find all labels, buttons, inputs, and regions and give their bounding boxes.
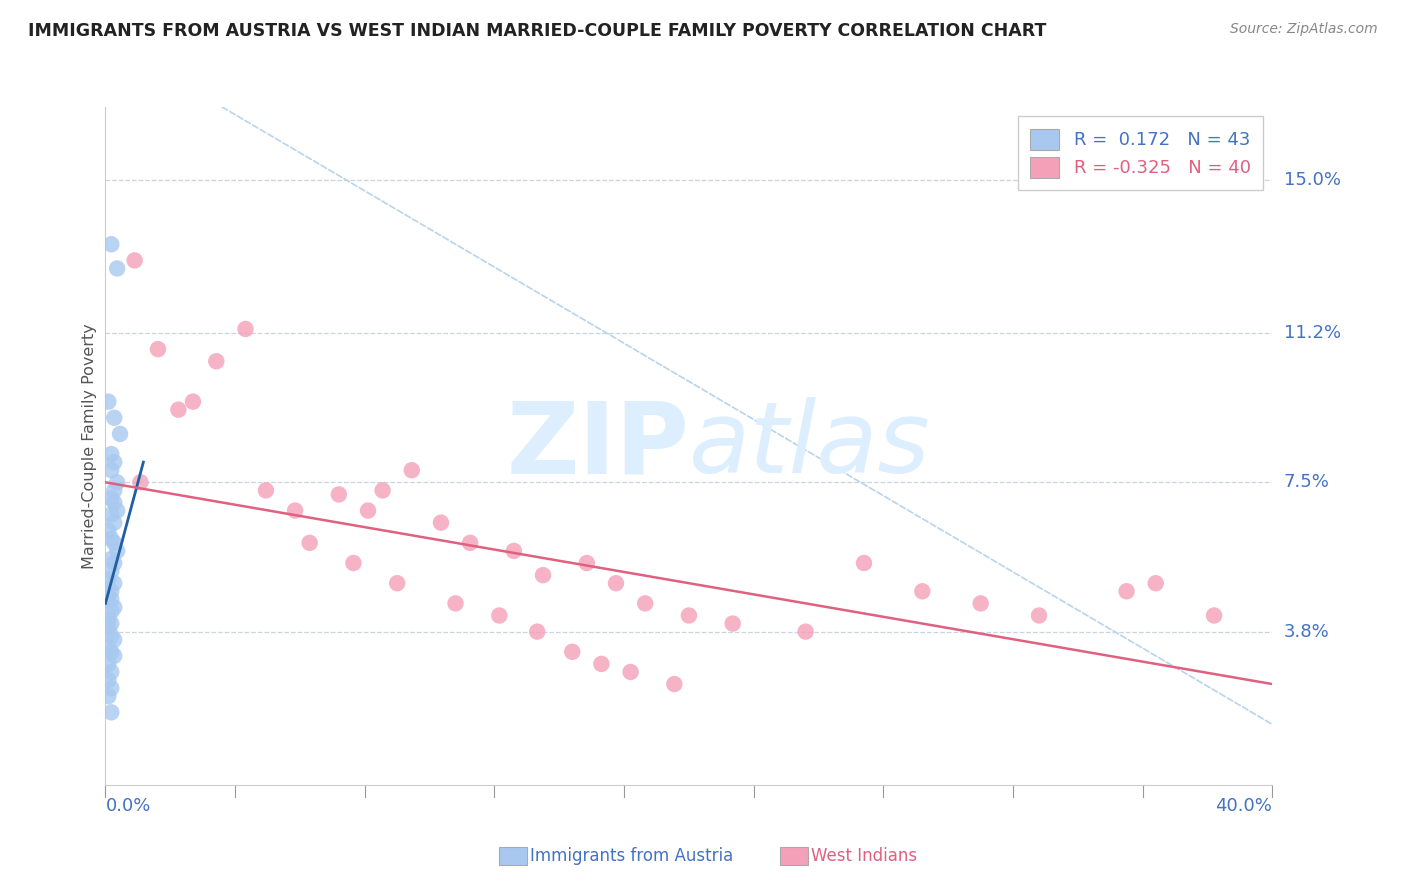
Point [100, 706, 122, 720]
Point [167, 402, 190, 417]
Point [205, 354, 228, 368]
Point [664, 677, 686, 691]
Point [103, 632, 125, 647]
Point [105, 503, 128, 517]
Point [100, 552, 122, 566]
Point [458, 536, 481, 550]
Point [328, 487, 350, 501]
Text: 7.5%: 7.5% [1284, 474, 1330, 491]
Point [100, 592, 122, 607]
Text: IMMIGRANTS FROM AUSTRIA VS WEST INDIAN MARRIED-COUPLE FAMILY POVERTY CORRELATION: IMMIGRANTS FROM AUSTRIA VS WEST INDIAN M… [28, 22, 1046, 40]
Point [619, 665, 641, 679]
Point [97, 613, 120, 627]
Text: 40.0%: 40.0% [1216, 797, 1272, 815]
Point [284, 503, 307, 517]
Point [97, 588, 120, 602]
Legend: R =  0.172   N = 43, R = -0.325   N = 40: R = 0.172 N = 43, R = -0.325 N = 40 [1018, 116, 1264, 190]
Point [97, 572, 120, 586]
Point [969, 596, 991, 610]
Point [100, 532, 122, 546]
Point [105, 475, 128, 490]
Point [721, 616, 744, 631]
Point [1115, 584, 1137, 599]
Point [103, 648, 125, 663]
Point [100, 237, 122, 252]
Point [605, 576, 627, 591]
Text: Source: ZipAtlas.com: Source: ZipAtlas.com [1230, 22, 1378, 37]
Point [100, 447, 122, 461]
Point [526, 624, 548, 639]
Point [401, 463, 423, 477]
Point [911, 584, 934, 599]
Point [103, 495, 125, 509]
Point [430, 516, 453, 530]
Y-axis label: Married-Couple Family Poverty: Married-Couple Family Poverty [82, 323, 97, 569]
Point [103, 483, 125, 498]
Point [794, 624, 817, 639]
Point [235, 322, 257, 336]
Point [97, 524, 120, 538]
Point [181, 394, 204, 409]
Point [124, 253, 146, 268]
Point [1144, 576, 1167, 591]
Point [103, 556, 125, 570]
Point [100, 629, 122, 643]
Point [97, 640, 120, 655]
Point [591, 657, 613, 671]
Point [97, 621, 120, 635]
Point [103, 455, 125, 469]
Point [1202, 608, 1225, 623]
Point [371, 483, 394, 498]
Point [103, 516, 125, 530]
Point [1028, 608, 1050, 623]
Point [100, 491, 122, 506]
Point [100, 564, 122, 578]
Text: 3.8%: 3.8% [1284, 623, 1329, 640]
Point [531, 568, 554, 582]
Point [105, 544, 128, 558]
Point [488, 608, 510, 623]
Point [97, 394, 120, 409]
Point [852, 556, 875, 570]
Point [100, 645, 122, 659]
Point [385, 576, 408, 591]
Text: ZIP: ZIP [506, 398, 689, 494]
Point [129, 475, 152, 490]
Text: 0.0%: 0.0% [105, 797, 150, 815]
Point [561, 645, 583, 659]
Point [100, 604, 122, 618]
Point [100, 616, 122, 631]
Point [444, 596, 467, 610]
Point [97, 657, 120, 671]
Point [357, 503, 380, 517]
Point [105, 261, 128, 276]
Point [634, 596, 657, 610]
Point [298, 536, 321, 550]
Point [342, 556, 364, 570]
Point [100, 681, 122, 695]
Point [103, 536, 125, 550]
Point [100, 508, 122, 522]
Point [97, 673, 120, 687]
Point [100, 584, 122, 599]
Text: 11.2%: 11.2% [1284, 324, 1341, 342]
Point [678, 608, 700, 623]
Point [146, 342, 169, 356]
Point [103, 576, 125, 591]
Text: Immigrants from Austria: Immigrants from Austria [530, 847, 734, 865]
Point [254, 483, 277, 498]
Point [100, 463, 122, 477]
Point [575, 556, 598, 570]
Point [97, 689, 120, 703]
Text: 15.0%: 15.0% [1284, 170, 1340, 189]
Point [108, 426, 131, 441]
Text: West Indians: West Indians [811, 847, 917, 865]
Point [103, 600, 125, 615]
Point [502, 544, 524, 558]
Point [103, 410, 125, 425]
Text: atlas: atlas [689, 398, 931, 494]
Point [100, 665, 122, 679]
